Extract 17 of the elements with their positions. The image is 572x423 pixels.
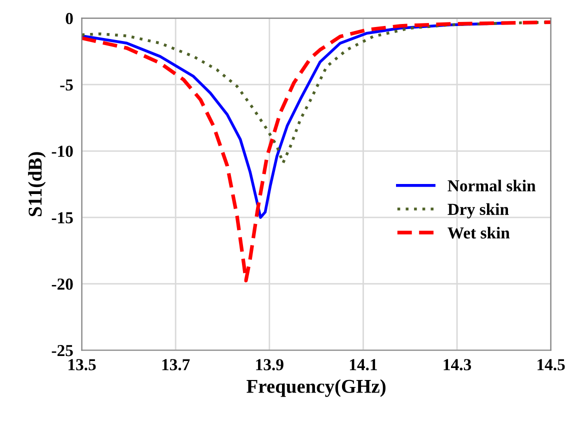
y-tick-label: -15 bbox=[52, 212, 73, 224]
y-tick-label: -5 bbox=[60, 79, 73, 91]
x-tick-label: 14.3 bbox=[444, 359, 472, 370]
legend-label: Normal skin bbox=[448, 180, 536, 192]
x-tick-label: 13.9 bbox=[256, 359, 284, 370]
y-tick-label: -10 bbox=[52, 146, 73, 157]
x-tick-label: 13.5 bbox=[68, 359, 96, 370]
y-tick-label: -25 bbox=[52, 344, 73, 356]
y-tick-label: 0 bbox=[66, 12, 73, 24]
y-tick-label: -20 bbox=[52, 278, 73, 290]
x-axis-title: Frequency(GHz) bbox=[246, 379, 386, 397]
legend-label: Wet skin bbox=[448, 226, 510, 239]
x-tick-label: 13.7 bbox=[162, 359, 190, 370]
legend-label: Dry skin bbox=[448, 203, 509, 218]
y-axis-title: S11(dB) bbox=[28, 152, 46, 216]
x-tick-label: 14.1 bbox=[350, 359, 377, 370]
x-tick-label: 14.5 bbox=[538, 359, 565, 370]
